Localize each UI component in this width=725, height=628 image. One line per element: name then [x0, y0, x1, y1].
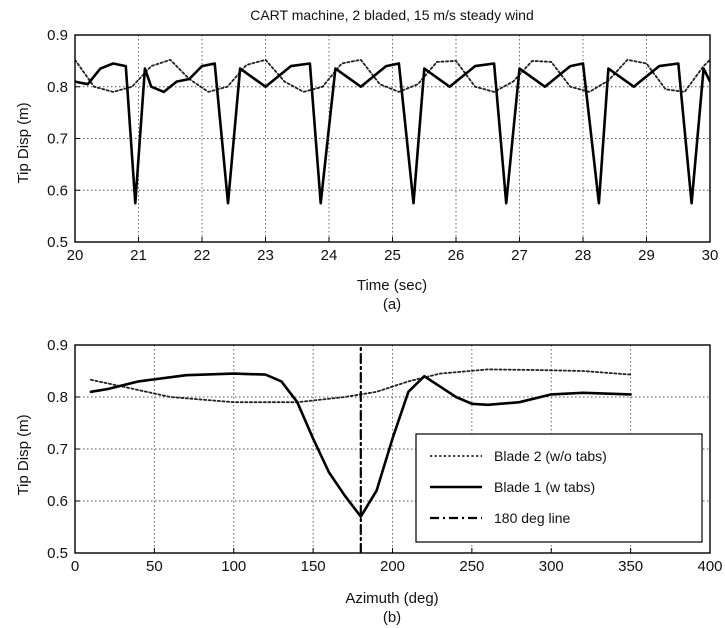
chart-b-xtick-label: 50 — [146, 558, 163, 575]
chart-b-legend: Blade 2 (w/o tabs) Blade 1 (w tabs) 180 de… — [415, 433, 703, 543]
chart-b-series-blade2 — [90, 368, 632, 404]
chart-b-xtick-label: 250 — [459, 558, 484, 575]
chart-b-series-blade1 — [89, 372, 632, 518]
chart-a-ytick-label: 0.8 — [47, 79, 68, 96]
chart-a-xtick-label: 29 — [638, 247, 655, 264]
chart-b-xtick-label: 350 — [618, 558, 643, 575]
chart-a-xtick-label: 26 — [448, 247, 465, 264]
chart-b-ytick-label: 0.5 — [47, 545, 68, 562]
chart-b-xtick-label: 0 — [71, 558, 79, 575]
chart-b-ytick-label: 0.8 — [47, 389, 68, 406]
chart-b-caption: (b) — [383, 609, 401, 626]
chart-b-xtick-label: 300 — [539, 558, 564, 575]
chart-a-ylabel: Tip Disp (m) — [15, 102, 32, 183]
chart-a-xtick-label: 20 — [67, 247, 84, 264]
chart-a-xtick-label: 24 — [321, 247, 338, 264]
chart-a-xtick-label: 25 — [384, 247, 401, 264]
chart-a-title: CART machine, 2 bladed, 15 m/s steady wi… — [250, 7, 534, 23]
chart-b-xlabel: Azimuth (deg) — [345, 590, 438, 607]
chart-a-frame — [74, 34, 711, 243]
chart-a-xtick-label: 30 — [702, 247, 719, 264]
chart-b-xtick-label: 400 — [697, 558, 722, 575]
chart-a-plot-area: 20 21 22 23 24 25 26 27 28 29 30 0.5 0.6 0.7 0.8 0.9 — [47, 27, 718, 264]
chart-b-xtick-label: 200 — [380, 558, 405, 575]
chart-b-ytick-label: 0.9 — [47, 337, 68, 354]
chart-a-caption: (a) — [383, 296, 401, 313]
chart-a-xlabel: Time (sec) — [357, 277, 427, 294]
chart-b-ytick-label: 0.7 — [47, 441, 68, 458]
chart-a-xtick-label: 27 — [511, 247, 528, 264]
chart-a-xtick-label: 28 — [575, 247, 592, 264]
chart-a-xtick-label: 21 — [130, 247, 147, 264]
chart-a-ytick-label: 0.9 — [47, 27, 68, 44]
chart-a-ytick-label: 0.7 — [47, 131, 68, 148]
chart-b-xtick-label: 150 — [301, 558, 326, 575]
legend-label-blade1: Blade 1 (w tabs) — [494, 479, 595, 495]
chart-a-series-blade1 — [75, 62, 710, 205]
chart-b-ylabel: Tip Disp (m) — [15, 414, 32, 495]
chart-a-xtick-label: 22 — [194, 247, 211, 264]
chart-a-ytick-label: 0.6 — [47, 182, 68, 199]
chart-b-ytick-label: 0.6 — [47, 493, 68, 510]
legend-label-line180: 180 deg line — [494, 510, 571, 526]
chart-b-frame — [74, 344, 711, 554]
legend-label-blade2: Blade 2 (w/o tabs) — [494, 448, 607, 464]
chart-b-xtick-label: 100 — [221, 558, 246, 575]
chart-a-xtick-label: 23 — [257, 247, 274, 264]
chart-a-ytick-label: 0.5 — [47, 234, 68, 251]
